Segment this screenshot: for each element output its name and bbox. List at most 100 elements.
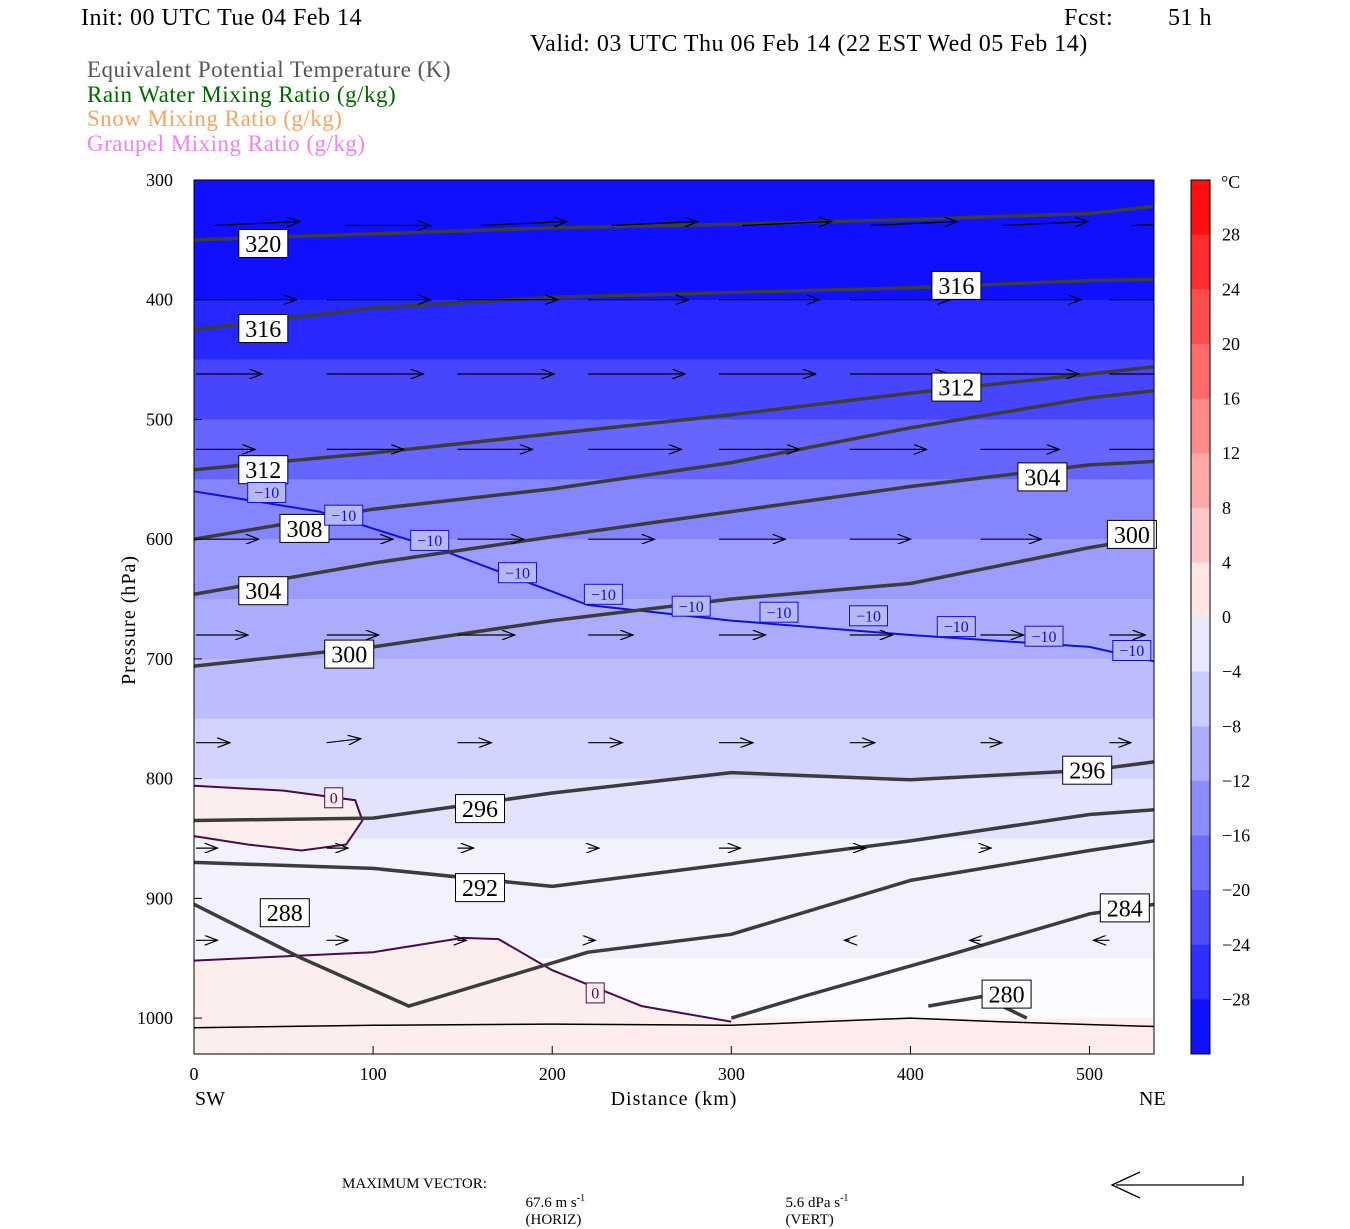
colorbar-segment bbox=[1191, 890, 1210, 946]
theta-e-label-312-box bbox=[238, 455, 289, 485]
isotherm-minus10-label-box bbox=[671, 595, 711, 617]
wind-vector bbox=[480, 222, 567, 226]
theta-e-label-288: 288 bbox=[259, 898, 310, 928]
theta-e-label-316-box bbox=[931, 270, 982, 300]
y-tick-label: 900 bbox=[146, 888, 173, 908]
variable-rain-water: Rain Water Mixing Ratio (g/kg) bbox=[87, 82, 397, 107]
theta-e-contour-288 bbox=[194, 839, 1154, 1008]
theta-e-label-304: 304 bbox=[1017, 462, 1068, 492]
theta-e-label-296-box bbox=[1062, 755, 1113, 785]
theta-e-label-312-text: 312 bbox=[938, 376, 974, 402]
wind-vector bbox=[611, 222, 698, 226]
theta-e-contour-312 bbox=[194, 365, 1154, 472]
colorbar-segment bbox=[1191, 234, 1210, 290]
theta-e-label-300-box bbox=[1106, 519, 1157, 549]
temperature-band bbox=[194, 898, 1154, 959]
wind-vector bbox=[742, 222, 832, 226]
x-tick-label: 400 bbox=[897, 1064, 924, 1084]
isotherm-zero-label-text: 0 bbox=[330, 790, 338, 807]
theta-e-label-316: 316 bbox=[931, 270, 982, 300]
isotherm-minus10-label-text: −10 bbox=[591, 587, 616, 604]
variable-theta-e: Equivalent Potential Temperature (K) bbox=[87, 57, 452, 82]
isotherm-minus10-label: −10 bbox=[671, 595, 711, 617]
x-end-label-sw: SW bbox=[195, 1088, 225, 1110]
colorbar-tick-label: 16 bbox=[1222, 389, 1240, 409]
theta-e-label-300: 300 bbox=[1106, 519, 1157, 549]
isotherm-minus10-label: −10 bbox=[1024, 625, 1064, 647]
isotherm-minus10-label-box bbox=[1024, 625, 1064, 647]
theta-e-label-316: 316 bbox=[238, 314, 289, 343]
isotherm-minus10-label-box bbox=[1112, 640, 1152, 661]
x-tick-label: 0 bbox=[190, 1064, 199, 1084]
theta-e-label-312-text: 312 bbox=[245, 458, 281, 484]
surface-line bbox=[194, 1017, 1154, 1029]
theta-e-label-320: 320 bbox=[238, 229, 289, 258]
theta-e-label-304-box bbox=[238, 576, 289, 606]
colorbar-tick-label: −8 bbox=[1222, 716, 1241, 736]
theta-e-label-304-text: 304 bbox=[245, 579, 281, 605]
theta-e-label-300: 300 bbox=[324, 639, 375, 669]
colorbar-tick-label: −24 bbox=[1222, 935, 1250, 955]
isotherm-minus10-label-text: −10 bbox=[944, 619, 969, 636]
isotherm-zero-label: 0 bbox=[585, 982, 605, 1004]
valid-time: Valid: 03 UTC Thu 06 Feb 14 (22 EST Wed … bbox=[530, 31, 1088, 57]
x-tick-label: 300 bbox=[718, 1064, 745, 1084]
colorbar-tick-label: −28 bbox=[1222, 989, 1250, 1009]
cross-section-plot: 320 316 316 312 312 308 304 304 300 300 296 296 292 2… bbox=[118, 170, 1250, 1199]
wind-vector bbox=[326, 739, 361, 743]
temperature-band bbox=[194, 299, 1154, 361]
theta-e-label-316-box bbox=[238, 314, 289, 343]
x-tick-label: 500 bbox=[1076, 1064, 1103, 1084]
isotherm-minus10-label-box bbox=[849, 605, 888, 627]
colorbar-tick-label: 8 bbox=[1222, 498, 1231, 518]
colorbar-segment bbox=[1191, 726, 1210, 782]
temperature-band bbox=[194, 539, 1154, 600]
colorbar-tick-label: 24 bbox=[1222, 279, 1240, 299]
isotherm-minus10-label-text: −10 bbox=[1119, 643, 1144, 660]
colorbar-tick-label: 12 bbox=[1222, 443, 1240, 463]
isotherm-minus10-label: −10 bbox=[849, 605, 888, 627]
isotherm-minus10-label-text: −10 bbox=[254, 485, 279, 502]
isotherm-zero-label-box bbox=[585, 982, 605, 1004]
isotherm-zero-line bbox=[194, 784, 364, 852]
y-tick-label: 700 bbox=[146, 649, 173, 669]
theta-e-contour-316 bbox=[194, 277, 1154, 332]
wind-vector bbox=[213, 222, 300, 226]
temperature-band bbox=[194, 658, 1154, 720]
contour-labels: 320 316 316 312 312 308 304 304 300 300 296 296 292 2… bbox=[238, 229, 1157, 1009]
colorbar-tick-label: −12 bbox=[1222, 771, 1250, 791]
colorbar-segment bbox=[1191, 671, 1210, 727]
variable-snow: Snow Mixing Ratio (g/kg) bbox=[87, 106, 343, 131]
forecast-hour: 51 h bbox=[1168, 5, 1212, 31]
colorbar-segment bbox=[1191, 835, 1210, 891]
isotherm-minus10-label-text: −10 bbox=[1031, 629, 1056, 646]
theta-e-label-292: 292 bbox=[455, 873, 505, 903]
theta-e-label-284-text: 284 bbox=[1107, 896, 1143, 922]
theta-e-label-308-box bbox=[279, 513, 330, 543]
theta-e-label-296-text: 296 bbox=[1069, 759, 1105, 785]
theta-e-label-320-box bbox=[238, 229, 289, 258]
theta-e-label-304-text: 304 bbox=[1024, 465, 1060, 491]
temperature-band bbox=[194, 180, 1154, 301]
theta-e-label-292-box bbox=[455, 873, 505, 903]
theta-e-label-296-text: 296 bbox=[462, 797, 498, 823]
isotherm-minus10-label-box bbox=[583, 583, 623, 605]
colorbar-segment bbox=[1191, 398, 1210, 454]
isotherm-minus10-label-box bbox=[759, 601, 799, 623]
plot-frame bbox=[193, 179, 1155, 1055]
theta-e-contour-308 bbox=[194, 388, 1154, 541]
isotherm-minus10-label: −10 bbox=[247, 482, 287, 503]
theta-e-label-288-text: 288 bbox=[267, 901, 303, 927]
x-end-label-ne: NE bbox=[1139, 1088, 1166, 1110]
colorbar: °C 28 24 20 16 12 8 4 0 −4 −8 −12 −16 −20 −24 −28 bbox=[1190, 172, 1250, 1055]
theta-e-label-300-box bbox=[324, 639, 375, 669]
theta-e-label-296: 296 bbox=[1062, 755, 1113, 785]
wind-vector bbox=[1132, 223, 1154, 227]
isotherm-minus10-label-box bbox=[498, 562, 537, 584]
theta-e-label-316-text: 316 bbox=[938, 274, 974, 300]
isotherm-minus10-label-box bbox=[410, 529, 450, 551]
colorbar-segment bbox=[1191, 944, 1210, 1000]
isotherm-minus10-label-box bbox=[936, 616, 976, 638]
colorbar-segment bbox=[1191, 343, 1210, 399]
isotherm-zero-line bbox=[194, 936, 732, 1023]
